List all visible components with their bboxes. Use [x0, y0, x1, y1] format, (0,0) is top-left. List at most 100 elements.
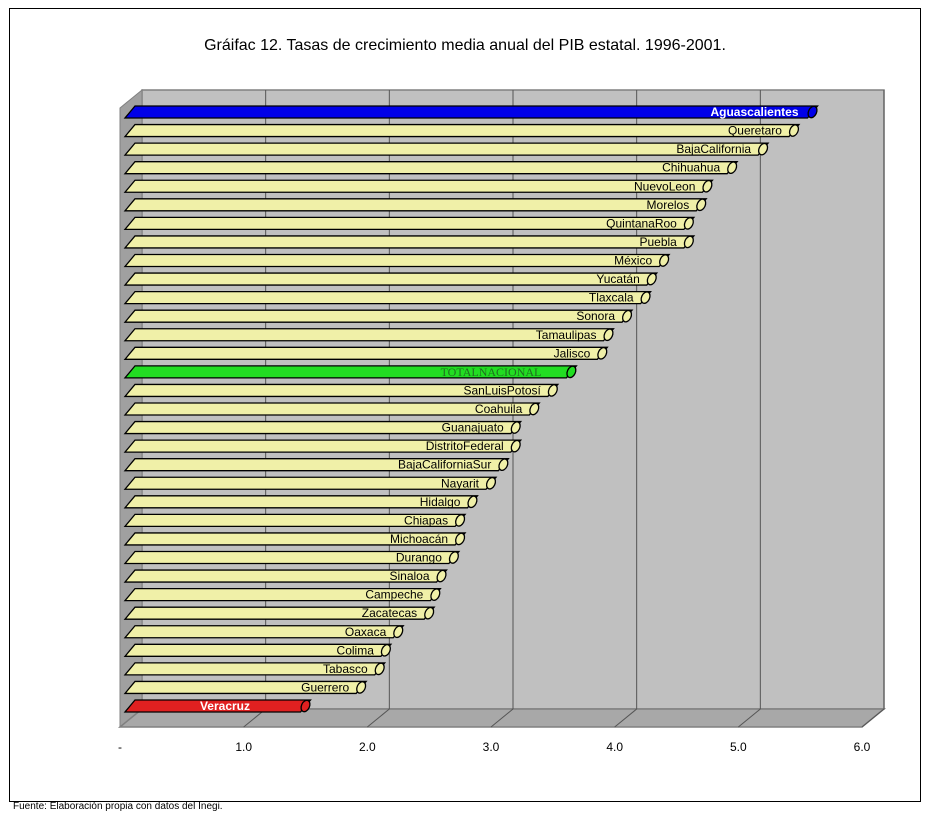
bar-cap [430, 588, 441, 601]
bar [123, 272, 659, 286]
bar-body [123, 198, 708, 212]
bar-body [123, 142, 770, 156]
bar-label: Nayarit [441, 476, 480, 490]
bar-label: Campeche [365, 588, 423, 602]
bar-label: Tlaxcala [589, 291, 634, 305]
bar-body [123, 402, 541, 416]
chart-title: Gráifac 12. Tasas de crecimiento media a… [204, 37, 726, 54]
bar-body [123, 290, 652, 305]
x-tick-label: - [118, 740, 122, 754]
grid-lines [243, 90, 885, 728]
bar [123, 105, 819, 119]
bar [123, 235, 696, 249]
bar-body [123, 216, 696, 231]
bar-cap [807, 105, 818, 119]
bar-body [123, 458, 510, 472]
bar-cap [597, 346, 608, 360]
bar-cap [696, 198, 707, 212]
bar [123, 680, 368, 695]
bar-cap [448, 551, 459, 564]
bar-cap [356, 681, 367, 694]
bar [123, 476, 498, 490]
bar-body [123, 587, 442, 602]
bar-cap [603, 328, 614, 342]
bar [123, 328, 615, 342]
bars-group: Aguascalientes Queretaro BajaCalifornia Chi… [123, 105, 819, 713]
bar-label: Coahuila [475, 402, 523, 416]
bar-label: Queretaro [728, 124, 782, 138]
bar-cap [380, 643, 391, 657]
bar-body [123, 513, 467, 528]
bar-cap [702, 179, 713, 193]
bar-body [123, 550, 461, 565]
bar-label: Jalisco [554, 346, 591, 360]
bar-label: Durango [396, 551, 442, 565]
bar-cap [566, 365, 577, 379]
bar-label: Puebla [639, 235, 677, 249]
x-axis-ticks: - 1.0 2.0 3.0 4.0 5.0 6.0 [118, 740, 871, 754]
bar-body [123, 439, 523, 453]
x-tick-label: 2.0 [359, 740, 376, 754]
bar-cap [529, 402, 540, 416]
bar [123, 420, 523, 435]
bar-cap [455, 532, 466, 546]
bar-body [123, 680, 368, 695]
bar-label: BajaCalifornia [676, 142, 751, 156]
bar-label: SanLuisPotosí [463, 383, 541, 397]
grid-line-floor [861, 708, 885, 728]
bar-label: Sinaloa [390, 569, 430, 583]
bar-cap [393, 625, 404, 639]
bar-body [123, 161, 739, 175]
bar-body [123, 476, 498, 490]
bar-body [123, 699, 312, 713]
x-tick-label: 3.0 [483, 740, 500, 754]
bar-body [123, 606, 436, 620]
bar [123, 402, 541, 416]
bar-body [123, 235, 696, 249]
grid-line-floor [614, 708, 637, 728]
bar-body [123, 383, 560, 398]
bar [123, 179, 714, 193]
bar [123, 309, 634, 323]
bar-cap [727, 161, 738, 175]
bar [123, 513, 467, 528]
bar-label: Colima [337, 643, 375, 657]
bar-cap [374, 662, 385, 676]
bar-label: Hidalgo [420, 495, 461, 509]
bar-label: Zacatecas [362, 606, 417, 620]
bar-cap [485, 476, 497, 490]
bar [123, 532, 467, 546]
bar [123, 346, 609, 360]
bar-cap [640, 291, 651, 304]
bar [123, 643, 393, 657]
bar-cap [683, 217, 694, 230]
bar-body [123, 328, 615, 342]
bar [123, 587, 442, 602]
bar-body [123, 179, 714, 193]
bar-label: BajaCaliforniaSur [398, 458, 491, 472]
bar-body [123, 420, 523, 435]
bar-body [123, 365, 578, 379]
bar-cap [757, 142, 769, 156]
bar-cap [300, 699, 311, 713]
bar-cap [659, 254, 670, 267]
bar-label: NuevoLeon [634, 179, 695, 193]
bar [123, 550, 461, 565]
grid-line-floor [738, 708, 761, 728]
bar-cap [683, 235, 694, 249]
bar-label: Tamaulipas [536, 328, 597, 342]
bar [123, 216, 696, 231]
bar-label: Chihuahua [662, 161, 720, 175]
bar-cap [424, 606, 435, 620]
bar-body [123, 625, 405, 639]
bar [123, 123, 801, 138]
bar-cap [455, 514, 466, 527]
x-tick-label: 1.0 [235, 740, 252, 754]
bar-cap [547, 384, 558, 397]
bar [123, 699, 312, 713]
bar-cap [467, 495, 478, 509]
bar [123, 383, 560, 398]
bar-label: Aguascalientes [710, 105, 798, 119]
bar [123, 439, 523, 453]
